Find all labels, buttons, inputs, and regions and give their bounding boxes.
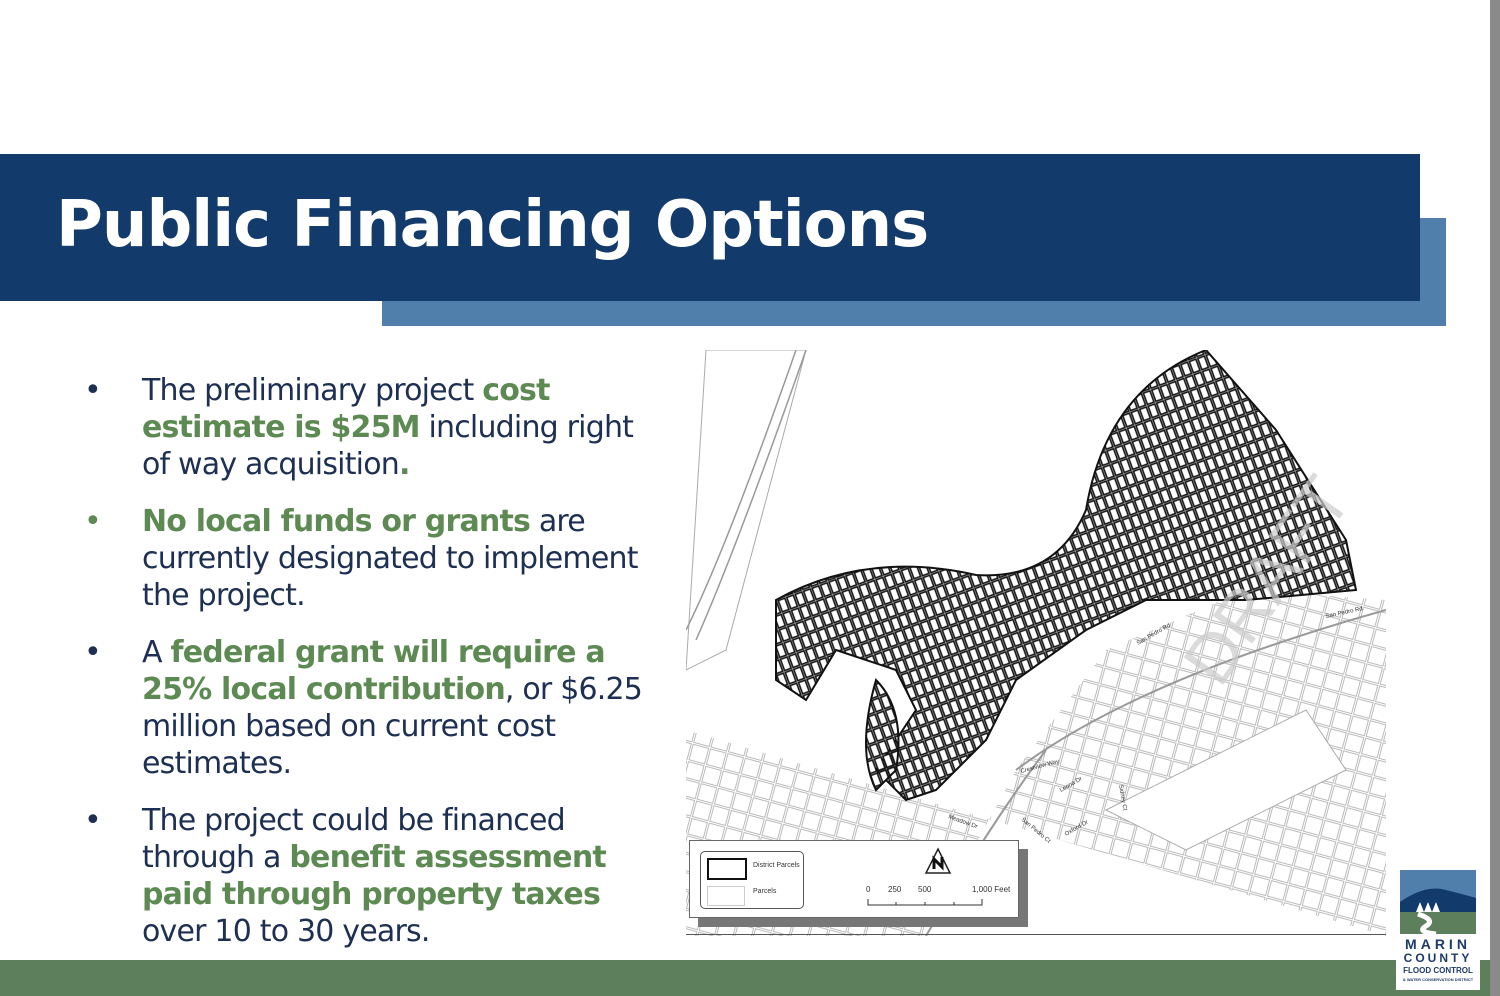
legend-label: District Parcels	[753, 862, 800, 869]
bullet-marker: •	[84, 504, 102, 539]
map-legend: District Parcels Parcels 0 250 500 1,000…	[689, 840, 1019, 918]
scale-label: 500	[918, 885, 932, 894]
bullet-item: • The preliminary project cost estimate i…	[84, 372, 654, 483]
legend-key: District Parcels Parcels	[700, 851, 804, 909]
highlighted-text: No local funds or grants	[142, 504, 531, 539]
logo-emblem	[1400, 870, 1476, 937]
logo-text: MARIN	[1405, 936, 1471, 952]
street-label: Sidney Ct	[1117, 784, 1127, 811]
logo-text: & WATER CONSERVATION DISTRICT	[1402, 977, 1474, 982]
logo-text: FLOOD CONTROL	[1403, 966, 1473, 975]
map-baseline	[686, 934, 1386, 935]
bullet-text: including right of way acquisition	[142, 410, 634, 482]
district-parcels-swatch	[707, 858, 747, 880]
highlighted-text: benefit assessment paid through property…	[142, 840, 607, 912]
bullet-text: over 10 to 30 years.	[142, 914, 430, 949]
scale-label: 0	[866, 885, 871, 894]
bullet-marker: •	[84, 373, 102, 408]
north-arrow-icon	[924, 847, 952, 874]
bullet-text: The project could be financed through a	[142, 803, 566, 875]
bullet-text: The preliminary project	[142, 373, 483, 408]
bullet-item: • No local funds or grants are currently …	[84, 503, 654, 614]
district-parcels	[775, 350, 1358, 802]
highlighted-text: cost estimate is $25M	[142, 373, 550, 445]
bullet-item: • A federal grant will require a 25% loca…	[84, 634, 654, 782]
bullet-marker: •	[84, 635, 102, 670]
marin-county-logo: MARIN COUNTY FLOOD CONTROL & WATER CONSE…	[1396, 868, 1480, 990]
bullet-text: are currently designated to implement th…	[142, 504, 638, 613]
scale-label: 250	[888, 885, 902, 894]
slide-edge	[1490, 0, 1500, 996]
scale-label: 1,000 Feet	[972, 885, 1011, 894]
legend-label: Parcels	[753, 888, 777, 895]
highlighted-text: .	[398, 447, 410, 482]
highlighted-text: federal grant will require a 25% local c…	[142, 635, 606, 707]
bullet-marker: •	[84, 803, 102, 838]
title-banner	[0, 154, 1420, 301]
bullet-text: A	[142, 635, 171, 670]
parcels-swatch	[707, 886, 745, 906]
bullet-list: • The preliminary project cost estimate i…	[84, 372, 654, 970]
slide-title: Public Financing Options	[56, 188, 929, 262]
footer-bar	[0, 960, 1490, 996]
bullet-text: , or $6.25 million based on current cost…	[142, 672, 643, 781]
bullet-item: • The project could be financed through a…	[84, 802, 654, 950]
logo-text: COUNTY	[1403, 951, 1473, 965]
